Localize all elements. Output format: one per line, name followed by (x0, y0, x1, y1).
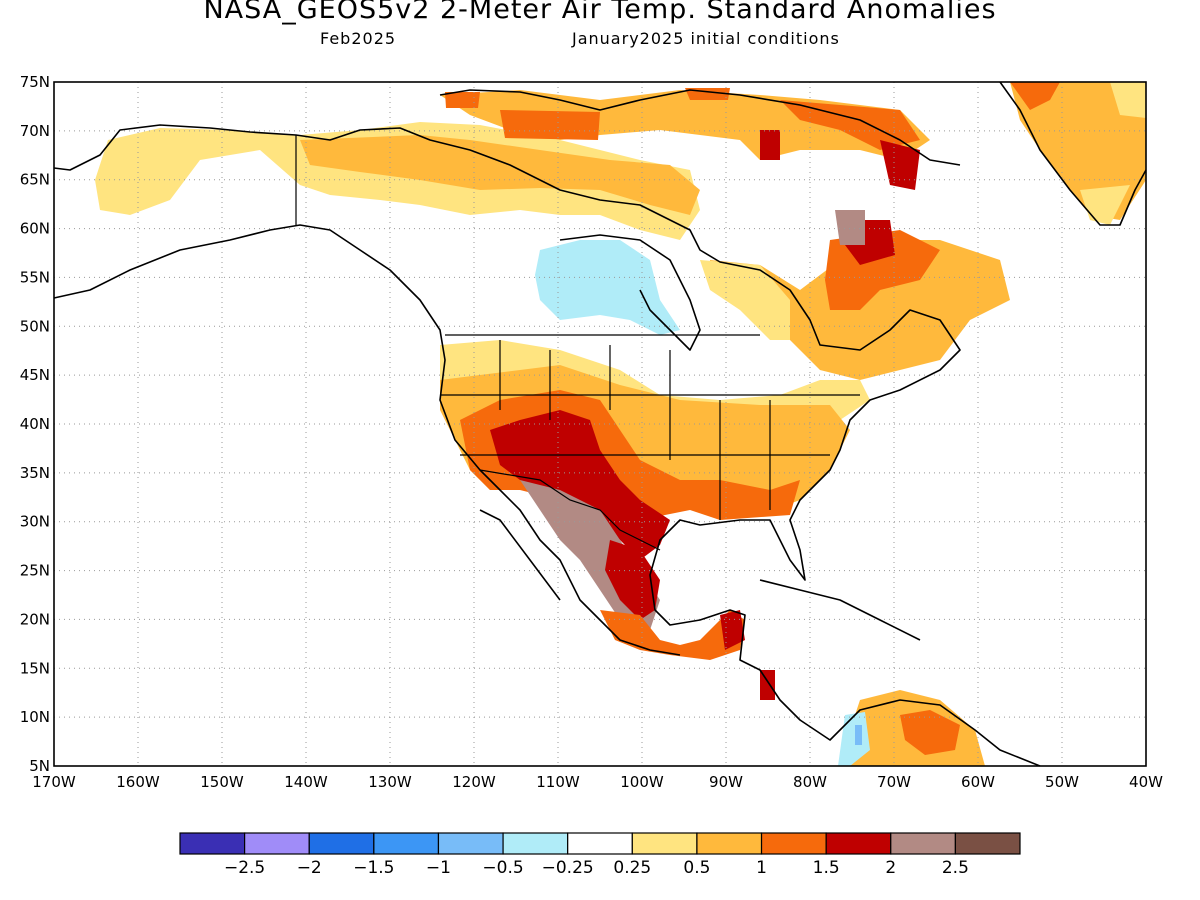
longitude-labels: 170W 160W 150W 140W 130W 120W 110W 100W 90W 80W 70… (32, 773, 1163, 791)
coastlines (53, 81, 1147, 767)
shade-southam-blue (855, 725, 862, 745)
colorbar-tick-label: 2.5 (942, 858, 969, 878)
colorbar-swatch (373, 832, 440, 855)
colorbar-swatch (825, 832, 892, 855)
anomaly-shading (95, 82, 1146, 766)
latitude-label: 50N (20, 317, 50, 335)
colorbar-tick-label: −1 (426, 858, 451, 878)
latitude-label: 10N (20, 708, 50, 726)
border-us-mexico (479, 469, 661, 551)
longitude-label: 90W (709, 773, 743, 791)
shade-greenland-yellow (1080, 82, 1146, 225)
latitude-label: 70N (20, 122, 50, 140)
colorbar-swatch (567, 832, 633, 855)
shade-mexico-red (605, 540, 660, 620)
shade-cold-spot (535, 240, 680, 335)
longitude-label: 140W (284, 773, 328, 791)
latitude-label: 30N (20, 513, 50, 531)
longitude-label: 40W (1129, 773, 1163, 791)
longitude-label: 120W (452, 773, 496, 791)
longitude-label: 150W (200, 773, 244, 791)
coastline-arctic (439, 89, 961, 166)
latitude-label: 45N (20, 366, 50, 384)
shade-arctic-red (760, 130, 920, 190)
colorbar-tick-label: 2 (885, 858, 896, 878)
colorbar-tick-label: −2.5 (224, 858, 265, 878)
longitude-label: 110W (536, 773, 580, 791)
forecast-month: Feb2025 (320, 29, 397, 48)
shade-southmexico-orange (600, 610, 745, 660)
coastline-main (53, 124, 1041, 767)
shade-sw-red (490, 410, 670, 560)
latitude-label: 65N (20, 171, 50, 189)
longitude-label: 130W (368, 773, 412, 791)
coastline-baja (479, 509, 561, 601)
coastline-pacific (53, 224, 681, 656)
longitude-label: 70W (877, 773, 911, 791)
colorbar-swatch (696, 832, 763, 855)
colorbar-swatch (437, 832, 504, 855)
colorbar-swatch (308, 832, 375, 855)
colorbar-tick-label: −0.25 (542, 858, 594, 878)
colorbar-swatch (760, 832, 827, 855)
colorbar-swatch (244, 832, 310, 855)
coastline-hudson (559, 234, 701, 351)
colorbar-swatch (179, 832, 246, 855)
latitude-label: 5N (29, 757, 50, 775)
latitude-label: 40N (20, 415, 50, 433)
map-frame (53, 81, 1147, 767)
colorbar-tick-label: −2 (297, 858, 322, 878)
latitude-label: 20N (20, 610, 50, 628)
colorbar-swatch (890, 832, 956, 855)
shade-canada-orange (300, 135, 700, 215)
latitude-labels: 75N 70N 65N 60N 55N 50N 45N 40N 35N 30N 25N 20N 15N 1… (20, 73, 50, 775)
colorbar-tick-label: −0.5 (482, 858, 523, 878)
longitude-label: 50W (1045, 773, 1079, 791)
longitude-label: 100W (620, 773, 664, 791)
colorbar (179, 832, 1021, 855)
shade-arctic-darkorange (445, 88, 920, 150)
map-title: NASA_GEOS5v2 2-Meter Air Temp. Standard … (203, 0, 997, 25)
colorbar-swatch (631, 832, 698, 855)
shade-greenland-darkorange (1010, 82, 1060, 110)
colorbar-tick-label: −1.5 (353, 858, 394, 878)
colorbar-tick-label: 0.5 (683, 858, 710, 878)
longitude-label: 80W (793, 773, 827, 791)
longitude-label: 170W (32, 773, 76, 791)
latitude-label: 75N (20, 73, 50, 91)
border-us-states (440, 340, 860, 520)
initial-conditions: January2025 initial conditions (572, 29, 840, 48)
latitude-label: 55N (20, 268, 50, 286)
shade-centralam-red (720, 610, 775, 700)
shade-quebec-yellow (700, 260, 790, 340)
colorbar-tick-label: 1 (756, 858, 767, 878)
colorbar-swatch (954, 832, 1021, 855)
coastline-greenland (999, 81, 1147, 226)
colorbar-swatch (502, 832, 569, 855)
latitude-label: 35N (20, 464, 50, 482)
borders (295, 135, 860, 551)
colorbar-tick-label: 0.25 (613, 858, 651, 878)
shade-us-yellow (440, 340, 870, 420)
colorbar-labels: −2.5 −2 −1.5 −1 −0.5 −0.25 0.25 0.5 1 1.5 2 2.5 (224, 858, 969, 878)
coastline-caribbean (759, 579, 921, 641)
longitude-label: 160W (116, 773, 160, 791)
shade-quebec-brown (835, 210, 865, 245)
latitude-label: 15N (20, 659, 50, 677)
latitude-label: 25N (20, 562, 50, 580)
longitude-label: 60W (961, 773, 995, 791)
colorbar-tick-label: 1.5 (813, 858, 840, 878)
shade-greenland-orange (1010, 82, 1146, 220)
latitude-label: 60N (20, 220, 50, 238)
shade-southam-darkorange (900, 710, 960, 755)
